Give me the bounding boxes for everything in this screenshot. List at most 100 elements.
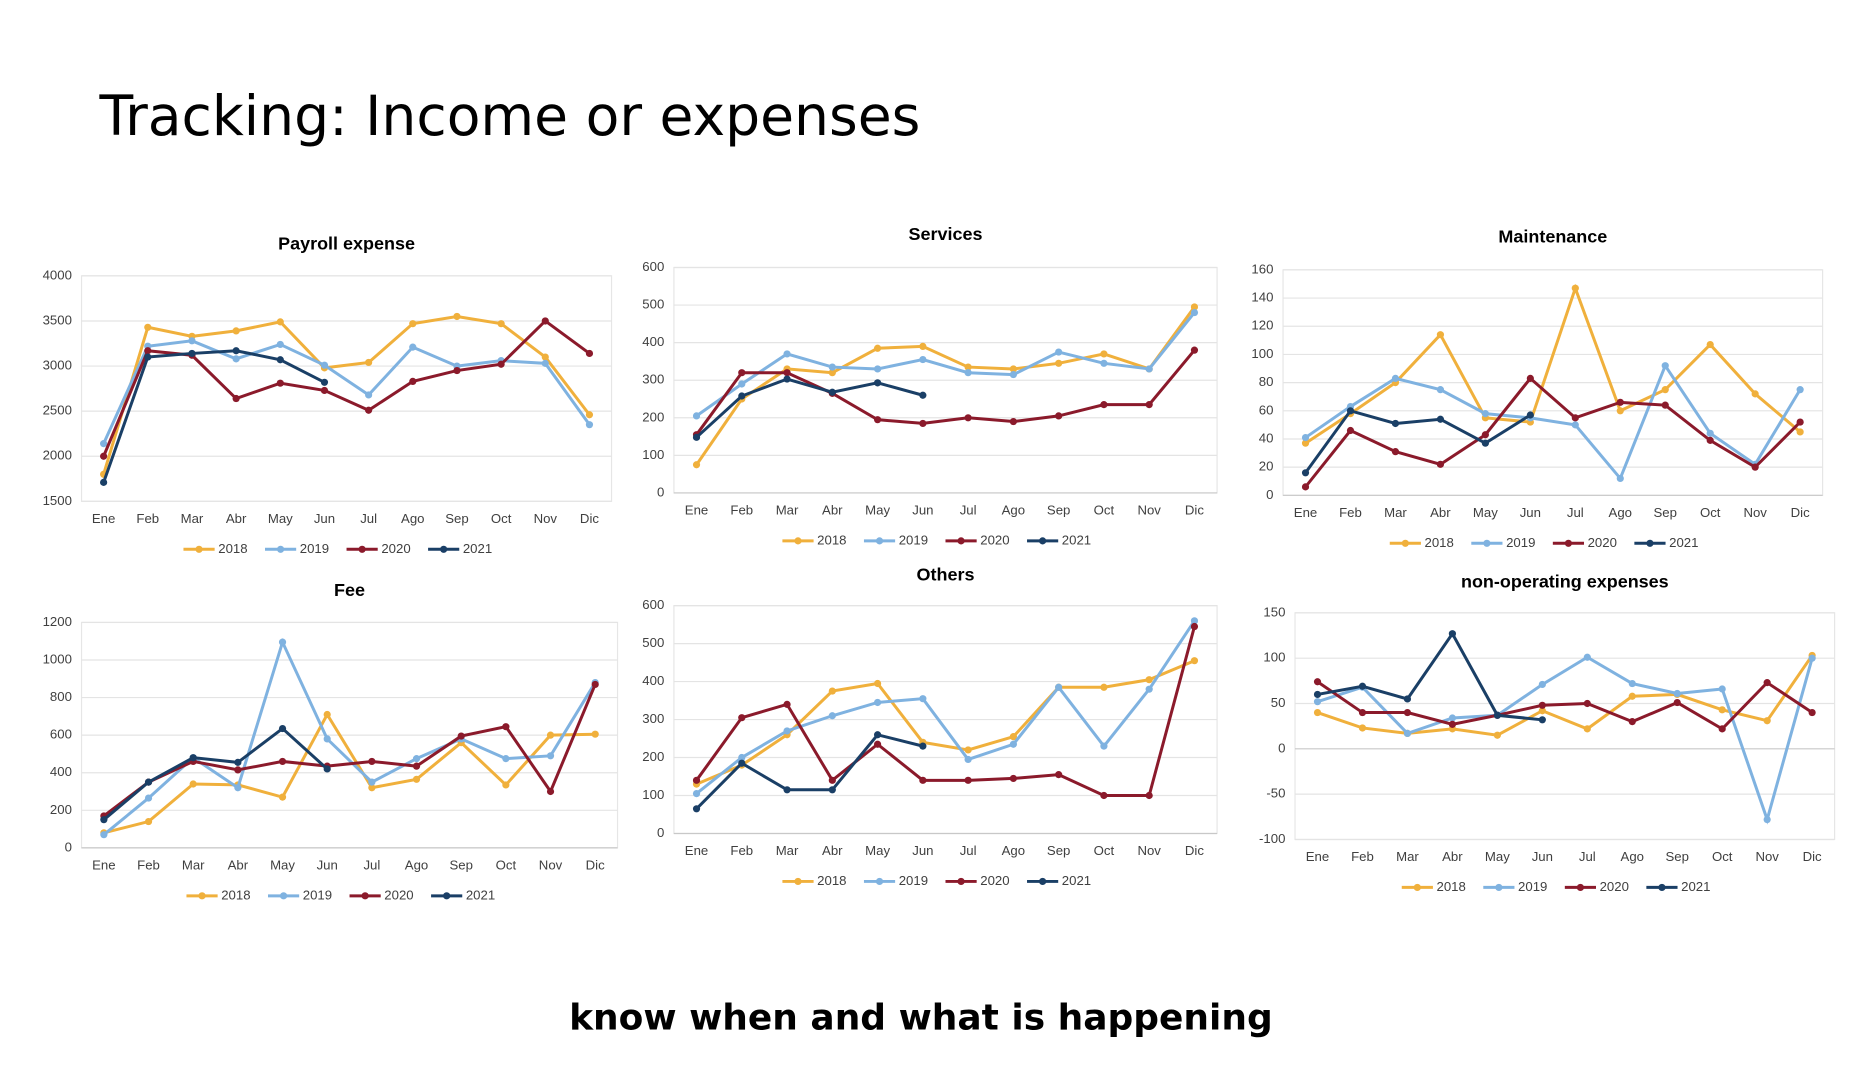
data-point: [1009, 370, 1017, 379]
x-tick-label: Ago: [1621, 849, 1644, 864]
legend-marker: [957, 537, 965, 545]
x-tick-label: Ene: [685, 843, 708, 858]
x-tick-label: Jun: [1520, 505, 1541, 520]
data-point: [278, 793, 287, 801]
x-tick-label: Oct: [496, 857, 517, 872]
data-point: [189, 754, 197, 762]
x-tick-label: Oct: [1094, 502, 1115, 517]
data-point: [1448, 630, 1457, 638]
data-point: [1763, 717, 1771, 725]
x-tick-label: Oct: [491, 511, 512, 526]
data-point: [502, 781, 510, 789]
data-point: [1706, 340, 1714, 349]
y-tick-label: 1500: [43, 493, 72, 508]
data-point: [964, 776, 972, 784]
series-line: [102, 339, 591, 445]
data-point: [783, 350, 791, 358]
data-point: [1313, 678, 1322, 686]
legend-label: 2021: [463, 541, 492, 556]
data-point: [323, 765, 331, 773]
data-point: [1313, 690, 1322, 699]
legend-label: 2021: [466, 887, 495, 902]
data-point: [457, 732, 465, 740]
y-tick-label: 160: [1251, 261, 1273, 276]
y-tick-label: 500: [642, 635, 664, 650]
x-tick-label: Ene: [92, 857, 115, 872]
data-point: [1583, 725, 1591, 733]
x-tick-label: Ene: [1306, 849, 1329, 864]
data-point: [964, 414, 972, 422]
series-line: [695, 659, 1196, 786]
y-tick-label: 0: [657, 484, 664, 499]
data-point: [783, 727, 791, 735]
data-point: [1538, 701, 1546, 709]
data-point: [1796, 418, 1804, 426]
legend-label: 2019: [300, 541, 329, 556]
legend-marker: [1564, 539, 1573, 547]
x-tick-label: Jun: [912, 502, 933, 517]
data-point: [1301, 433, 1310, 442]
data-point: [368, 778, 376, 786]
y-tick-label: 500: [642, 297, 664, 312]
data-point: [1616, 474, 1624, 483]
slide-footer: know when and what is happening: [569, 997, 1273, 1038]
y-tick-label: 600: [642, 259, 664, 274]
data-point: [1796, 428, 1804, 436]
data-point: [919, 742, 927, 750]
x-tick-label: Dic: [1803, 849, 1822, 864]
data-point: [1808, 708, 1816, 717]
data-point: [828, 687, 836, 695]
data-point: [497, 360, 505, 368]
data-point: [412, 762, 421, 770]
data-point: [873, 344, 882, 352]
data-point: [278, 638, 287, 646]
data-point: [232, 355, 240, 363]
data-point: [1100, 401, 1108, 409]
y-tick-label: -100: [1259, 831, 1285, 846]
chart-title: Services: [909, 224, 983, 244]
data-point: [144, 353, 152, 361]
data-point: [1538, 716, 1546, 724]
data-point: [144, 347, 152, 355]
data-point: [1301, 469, 1310, 477]
x-tick-label: Oct: [1712, 849, 1733, 864]
data-point: [546, 752, 555, 760]
data-point: [1391, 448, 1400, 456]
series-line: [695, 626, 1196, 798]
data-point: [1358, 724, 1367, 732]
data-point: [320, 361, 329, 369]
data-point: [692, 412, 701, 420]
x-tick-label: Abr: [1442, 849, 1463, 864]
data-point: [828, 388, 836, 396]
data-point: [1718, 685, 1726, 693]
data-point: [1145, 365, 1153, 373]
data-point: [1391, 374, 1400, 382]
series-line: [1304, 376, 1802, 488]
data-point: [738, 759, 746, 767]
data-point: [1346, 407, 1355, 415]
legend-label: 2019: [899, 532, 928, 547]
data-point: [783, 700, 791, 708]
data-point: [323, 710, 331, 719]
series-line: [695, 733, 924, 810]
y-tick-label: 1200: [43, 614, 72, 629]
data-point: [1718, 725, 1726, 733]
data-point: [1009, 740, 1017, 748]
legend-marker: [279, 892, 288, 900]
data-point: [1055, 359, 1063, 367]
y-tick-label: 100: [642, 447, 664, 462]
x-tick-label: Abr: [1430, 505, 1451, 520]
data-point: [738, 753, 746, 762]
x-tick-label: Mar: [181, 511, 204, 526]
legend-label: 2020: [1600, 879, 1629, 894]
data-point: [1796, 386, 1804, 394]
data-point: [585, 411, 594, 419]
legend-marker: [443, 892, 451, 900]
data-point: [919, 419, 927, 428]
data-point: [189, 780, 197, 788]
data-point: [1100, 791, 1108, 800]
series-line: [695, 620, 1196, 795]
x-tick-label: Jun: [1532, 849, 1553, 864]
data-point: [541, 359, 549, 367]
y-tick-label: 0: [65, 839, 72, 854]
